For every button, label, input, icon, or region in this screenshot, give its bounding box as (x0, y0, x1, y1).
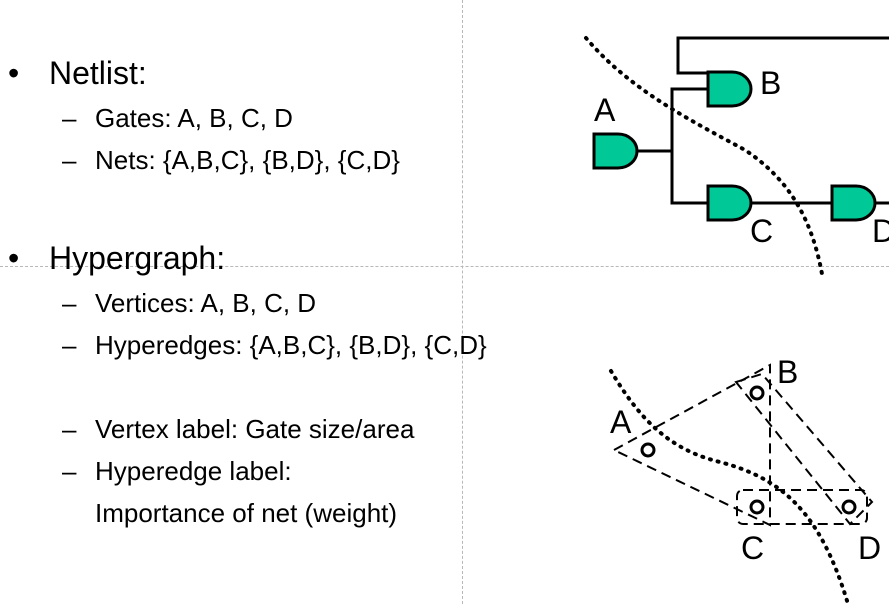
vertex-c (749, 499, 765, 515)
hyperedges (611, 363, 874, 527)
hypergraph-hyperedge-label: Hyperedge label: (95, 456, 292, 486)
hypergraph-vertices: Vertices: A, B, C, D (95, 288, 317, 318)
circuit-gates (592, 70, 877, 222)
hypergraph-dash-vertices: – (62, 288, 77, 318)
netlist-nets: Nets: {A,B,C}, {B,D}, {C,D} (95, 145, 400, 175)
gate-c (706, 184, 753, 222)
hyperedge-cd (736, 489, 868, 525)
wire-top-feedback (676, 36, 889, 75)
vertex-a (640, 442, 656, 458)
netlist-dash-nets: – (62, 145, 77, 175)
circuit-wires (637, 36, 889, 205)
hypergraph-dash-hyperedges: – (62, 330, 77, 360)
hypergraph-hyperedges: Hyperedges: {A,B,C}, {B,D}, {C,D} (95, 330, 487, 360)
circuit-label-c: C (750, 213, 773, 249)
netlist-heading: Netlist: (49, 55, 147, 91)
hypergraph-label-c: C (741, 530, 764, 566)
hypergraph-dash-hyperedge-label: – (62, 456, 77, 486)
gate-a (592, 132, 639, 170)
hypergraph-vertices (640, 385, 857, 515)
netlist-dash-gates: – (62, 103, 77, 133)
hyperedge-bd (734, 372, 874, 526)
wire-a-to-b (670, 87, 708, 151)
hypergraph-heading: Hypergraph: (49, 240, 226, 276)
hypergraph-cut-line (609, 369, 850, 604)
vertex-d (841, 499, 857, 515)
vertical-guide-line (462, 0, 463, 604)
gate-b (706, 70, 753, 108)
circuit-cut-line (584, 36, 824, 276)
wire-a-to-c (670, 151, 708, 205)
hypergraph-bullet: • (8, 240, 20, 276)
gate-d (830, 184, 877, 222)
circuit-label-d: D (872, 213, 889, 249)
vertex-b (749, 385, 765, 401)
circuit-label-a: A (594, 92, 616, 128)
hypergraph-vertex-label: Vertex label: Gate size/area (95, 414, 415, 444)
hypergraph-label-a: A (610, 404, 632, 440)
circuit-label-b: B (760, 65, 781, 101)
hypergraph-dash-vertex-label: – (62, 414, 77, 444)
netlist-bullet: • (8, 55, 20, 91)
netlist-gates: Gates: A, B, C, D (95, 103, 293, 133)
horizontal-guide-line (0, 266, 889, 267)
hypergraph-label-b: B (777, 354, 798, 390)
hypergraph-hyperedge-label-continuation: Importance of net (weight) (95, 498, 398, 528)
hyperedge-abc (611, 363, 771, 527)
hypergraph-label-d: D (858, 530, 881, 566)
